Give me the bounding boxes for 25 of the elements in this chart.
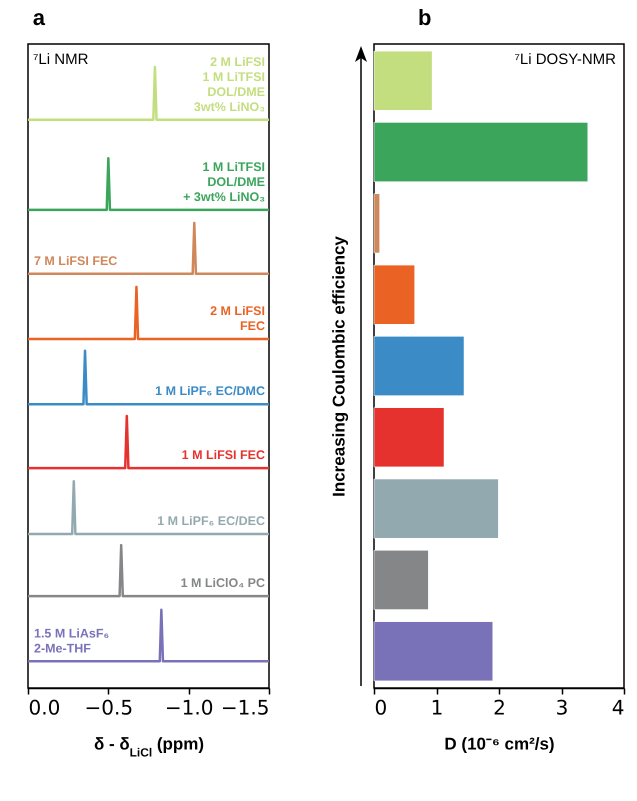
series-label: 1 M LiClO₄ PC [180, 576, 265, 590]
x-tick-label: 3 [556, 696, 568, 720]
chart-title: b [418, 5, 432, 30]
series-label: 1 M LiTFSI DOL/DME + 3wt% LiNO₃ [183, 160, 266, 204]
series-label: 1 M LiFSI FEC [182, 448, 265, 462]
x-tick-label: −1.0 [164, 696, 214, 720]
series-label: 2 M LiFSI FEC [210, 304, 265, 333]
x-tick-label: 0.0 [28, 696, 60, 720]
annotation: ⁷Li NMR [33, 51, 89, 68]
series-label: 1 M LiPF₆ EC/DMC [155, 384, 265, 398]
x-tick-label: −0.5 [84, 696, 134, 720]
series-label: 1.5 M LiAsF₆ 2-Me-THF [34, 626, 110, 656]
series-label: 1 M LiPF₆ EC/DEC [157, 514, 265, 528]
x-tick-label: −1.5 [220, 696, 270, 720]
chart-title: a [32, 5, 46, 30]
series-label: 7 M LiFSI FEC [34, 254, 118, 268]
x-tick-label: 4 [612, 696, 624, 720]
annotation: ⁷Li DOSY-NMR [514, 51, 616, 68]
y-axis-title: Increasing Coulombic efficiency [330, 236, 348, 497]
x-tick-label: 2 [493, 696, 506, 720]
x-tick-label: 0 [374, 696, 388, 720]
x-tick-label: 1 [430, 696, 444, 720]
x-axis-title: δ - δ$_{LiCl}$ (ppm) [94, 734, 204, 760]
x-axis-title: D (10⁻⁶ cm²/s) [444, 734, 555, 754]
series-label: 2 M LiFSI 1 M LiTFSI DOL/DME 3wt% LiNO₃ [194, 54, 266, 114]
